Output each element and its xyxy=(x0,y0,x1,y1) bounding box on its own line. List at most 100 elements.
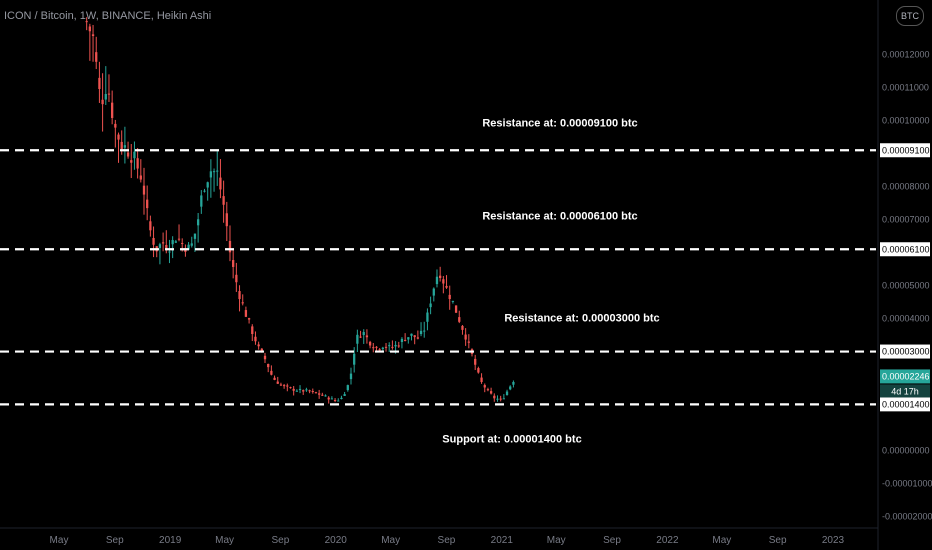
candle-body xyxy=(321,394,324,396)
candle-body xyxy=(400,338,404,342)
candle-body xyxy=(187,244,190,250)
candle-body xyxy=(123,145,127,148)
candle-body xyxy=(91,34,95,36)
candle-body xyxy=(403,339,407,341)
x-tick-label: Sep xyxy=(106,535,124,546)
candle-body xyxy=(388,345,391,347)
level-annotation: Resistance at: 0.00009100 btc xyxy=(482,117,637,129)
candle-body xyxy=(467,341,470,343)
level-annotation: Resistance at: 0.00006100 btc xyxy=(482,210,637,222)
candle-body xyxy=(107,93,111,95)
candle-body xyxy=(289,387,292,389)
candle-body xyxy=(461,325,464,330)
x-tick-label: 2019 xyxy=(159,535,182,546)
candle-body xyxy=(152,237,155,245)
level-layer: Resistance at: 0.00009100 btc Resistance … xyxy=(0,117,876,445)
candle-body xyxy=(190,243,193,246)
candle-body xyxy=(362,332,365,336)
candle-body xyxy=(486,389,490,391)
candle-body xyxy=(512,381,515,385)
level-price-label: 0.00001400 xyxy=(882,399,930,409)
x-tick-label: 2022 xyxy=(656,535,679,546)
candle-body xyxy=(101,99,104,105)
candle-body xyxy=(200,195,203,207)
y-tick-label: 0.00008000 xyxy=(882,182,930,192)
candle-body xyxy=(136,158,139,169)
candle-body xyxy=(216,170,219,172)
candle-body xyxy=(232,260,235,267)
candle-layer xyxy=(85,17,515,404)
candle-body xyxy=(327,397,330,400)
x-tick-label: May xyxy=(712,535,731,546)
candle-body xyxy=(139,175,142,180)
candle-body xyxy=(85,21,88,23)
x-tick-label: 2020 xyxy=(325,535,348,546)
candle-body xyxy=(394,344,397,347)
candle-body xyxy=(117,134,120,140)
candle-body xyxy=(429,303,432,308)
candle-body xyxy=(416,337,420,339)
x-tick-label: 2023 xyxy=(822,535,845,546)
candle-body xyxy=(308,390,311,392)
candle-body xyxy=(432,288,435,296)
candle-body xyxy=(442,279,445,284)
candle-body xyxy=(477,368,480,373)
candle-body xyxy=(509,386,512,390)
candle-body xyxy=(251,326,254,335)
candle-body xyxy=(130,160,133,163)
countdown-tag xyxy=(880,384,930,398)
candle-body xyxy=(413,335,416,338)
candle-body xyxy=(439,275,442,278)
candle-body xyxy=(133,151,136,159)
candle-body xyxy=(273,377,276,380)
candle-body xyxy=(474,358,477,365)
candle-body xyxy=(104,94,107,100)
candle-body xyxy=(177,238,181,240)
candle-body xyxy=(302,390,305,392)
candle-body xyxy=(368,341,372,346)
candle-body xyxy=(260,348,263,352)
currency-badge[interactable]: BTC xyxy=(896,6,924,26)
candle-body xyxy=(502,398,506,400)
candle-body xyxy=(276,381,279,384)
candle-body xyxy=(496,398,499,400)
y-tick-label: 0.00000000 xyxy=(882,446,930,456)
candle-body xyxy=(346,385,349,391)
level-price-tag xyxy=(880,344,930,359)
candle-body xyxy=(419,330,423,335)
candle-body xyxy=(219,177,222,190)
candle-body xyxy=(324,395,327,397)
candle-body xyxy=(454,305,458,313)
candle-body xyxy=(193,233,197,239)
candle-body xyxy=(372,347,375,349)
candle-body xyxy=(120,141,123,149)
level-price-tag xyxy=(880,143,930,158)
candle-body xyxy=(397,345,400,347)
level-price-label: 0.00009100 xyxy=(882,145,930,155)
y-tick-label: 0.00007000 xyxy=(882,215,930,225)
candle-body xyxy=(435,276,439,285)
candle-body xyxy=(114,123,117,128)
candle-body xyxy=(165,244,168,249)
x-tick-label: May xyxy=(50,535,69,546)
candle-body xyxy=(206,182,209,188)
candle-body xyxy=(480,377,483,383)
candle-body xyxy=(212,171,216,173)
candle-body xyxy=(423,330,426,332)
candle-body xyxy=(499,398,502,400)
candle-body xyxy=(158,244,162,249)
candle-body xyxy=(168,251,171,253)
candle-body xyxy=(267,363,270,368)
candle-body xyxy=(448,294,451,300)
x-tick-label: May xyxy=(215,535,234,546)
y-tick-label: 0.00005000 xyxy=(882,281,930,291)
candle-body xyxy=(238,291,241,300)
candle-body xyxy=(505,391,509,396)
candle-body xyxy=(340,397,343,400)
level-annotation: Support at: 0.00001400 btc xyxy=(442,433,581,445)
candle-body xyxy=(254,336,257,342)
candle-body xyxy=(330,398,334,400)
candle-body xyxy=(88,26,92,32)
